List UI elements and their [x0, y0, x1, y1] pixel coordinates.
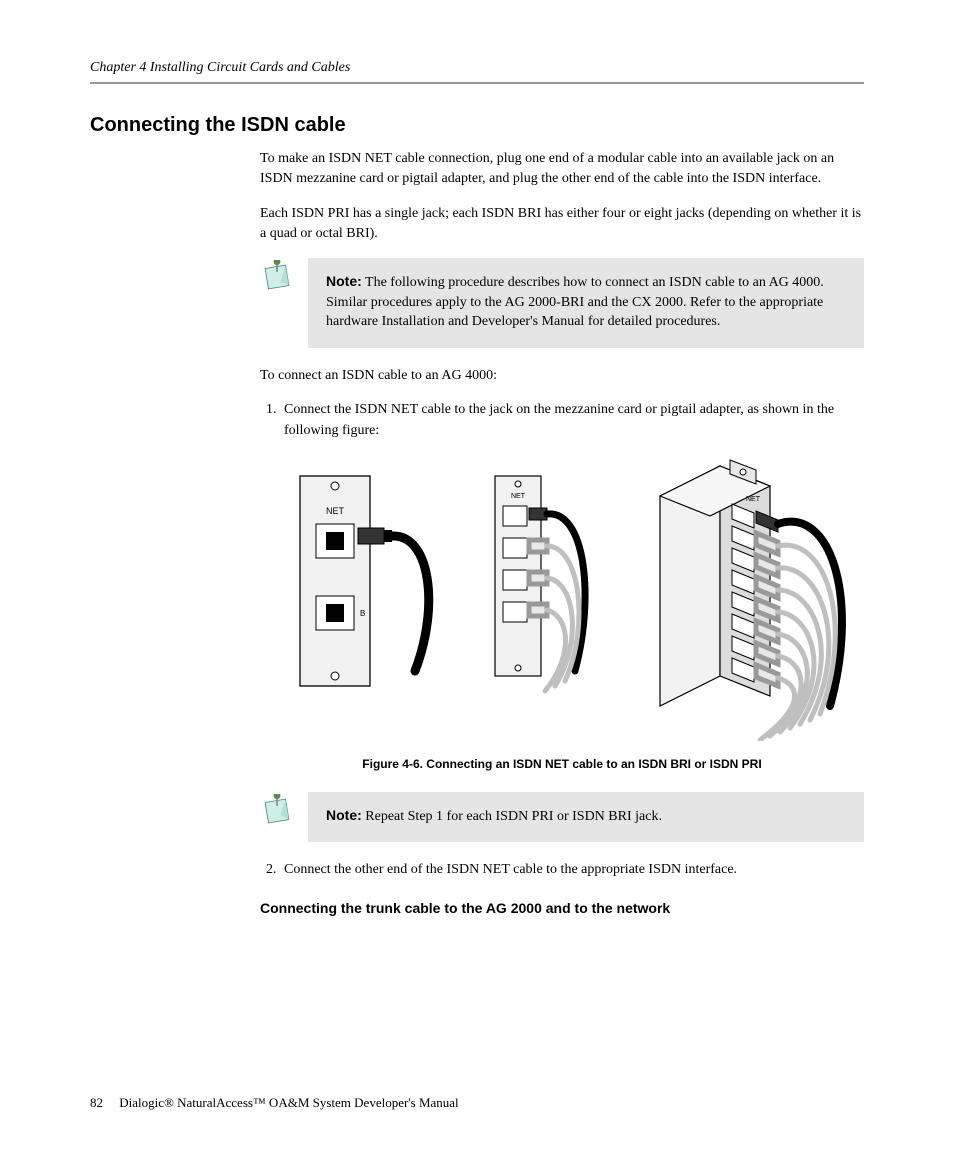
- note-box-2: Note: Repeat Step 1 for each ISDN PRI or…: [308, 792, 864, 843]
- sticky-note-icon: [260, 794, 294, 828]
- note-label: Note:: [326, 807, 362, 823]
- svg-text:B: B: [360, 609, 365, 618]
- chapter-header: Chapter 4 Installing Circuit Cards and C…: [90, 60, 864, 76]
- doc-title-footer: Dialogic® NaturalAccess™ OA&M System Dev…: [119, 1095, 458, 1110]
- body-column: To make an ISDN NET cable connection, pl…: [260, 149, 864, 919]
- note-row-1: Note: The following procedure describes …: [260, 258, 864, 348]
- svg-text:NET: NET: [326, 506, 345, 516]
- note-label: Note:: [326, 273, 362, 289]
- procedure-steps-2: Connect the other end of the ISDN NET ca…: [260, 860, 864, 880]
- svg-text:NET: NET: [511, 493, 526, 500]
- note-text-2: Repeat Step 1 for each ISDN PRI or ISDN …: [362, 809, 662, 824]
- page-footer: 82 Dialogic® NaturalAccess™ OA&M System …: [90, 1095, 459, 1111]
- procedure-lead-in: To connect an ISDN cable to an AG 4000:: [260, 366, 864, 386]
- header-divider: [90, 82, 864, 84]
- note-box-1: Note: The following procedure describes …: [308, 258, 864, 348]
- step-2: Connect the other end of the ISDN NET ca…: [280, 860, 864, 880]
- note-text-1: The following procedure describes how to…: [326, 275, 824, 329]
- procedure-steps-1: Connect the ISDN NET cable to the jack o…: [260, 400, 864, 441]
- figure-caption: Figure 4-6. Connecting an ISDN NET cable…: [260, 756, 864, 773]
- sticky-note-icon: [260, 260, 294, 294]
- subsection-title-trunk: Connecting the trunk cable to the AG 200…: [260, 898, 864, 918]
- intro-paragraph-1: To make an ISDN NET cable connection, pl…: [260, 149, 864, 190]
- intro-paragraph-2: Each ISDN PRI has a single jack; each IS…: [260, 204, 864, 245]
- svg-text:NET: NET: [746, 496, 761, 503]
- section-title-isdn: Connecting the ISDN cable: [90, 114, 864, 137]
- note-row-2: Note: Repeat Step 1 for each ISDN PRI or…: [260, 792, 864, 843]
- step-1: Connect the ISDN NET cable to the jack o…: [280, 400, 864, 441]
- figure-isdn-connectors: NET A B: [260, 451, 864, 748]
- page-number: 82: [90, 1095, 103, 1110]
